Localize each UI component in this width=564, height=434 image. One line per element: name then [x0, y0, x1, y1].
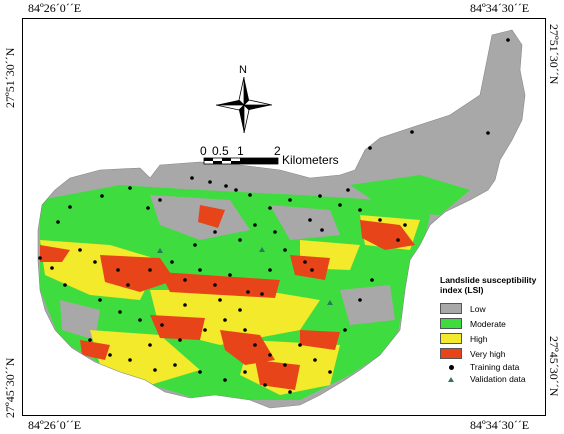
coord-top-right: 84º34´30´´E	[470, 1, 530, 15]
legend-item-moderate: Moderate	[440, 316, 544, 331]
scale-tick-2: 2	[274, 144, 281, 158]
legend-item-training: Training data	[440, 361, 544, 373]
legend-item-high: High	[440, 331, 544, 346]
legend-label-low: Low	[470, 303, 486, 314]
legend-swatch-very-high	[440, 348, 462, 359]
scale-tick-0: 0	[200, 144, 207, 158]
legend-label-high: High	[470, 333, 488, 344]
legend-label-very-high: Very high	[470, 348, 506, 359]
legend-swatch-low	[440, 303, 462, 314]
coord-bottom-right: 84º34´30´´E	[470, 418, 530, 432]
north-label: N	[239, 64, 247, 76]
legend-swatch-moderate	[440, 318, 462, 329]
legend-item-very-high: Very high	[440, 346, 544, 361]
legend-title: Landslide susceptibility index (LSI)	[440, 275, 537, 295]
legend-item-validation: Validation data	[440, 373, 544, 385]
validation-points	[157, 247, 333, 305]
training-points	[38, 38, 510, 394]
legend: Landslide susceptibility index (LSI) Low…	[440, 275, 544, 385]
legend-swatch-high	[440, 333, 462, 344]
legend-item-low: Low	[440, 301, 544, 316]
scale-tick-05: 0.5	[212, 144, 229, 158]
scale-bar	[203, 157, 279, 165]
legend-label-moderate: Moderate	[470, 318, 506, 329]
legend-label-training: Training data	[470, 362, 520, 372]
coord-bottom-left: 84º26´0´´E	[28, 418, 82, 432]
training-dot-icon	[448, 365, 454, 370]
scale-tick-1: 1	[237, 144, 244, 158]
coord-top-left: 84º26´0´´E	[28, 1, 82, 15]
north-arrow-icon	[215, 76, 273, 134]
legend-label-validation: Validation data	[470, 374, 526, 384]
validation-triangle-icon	[448, 377, 454, 382]
scale-unit: Kilometers	[282, 153, 339, 167]
